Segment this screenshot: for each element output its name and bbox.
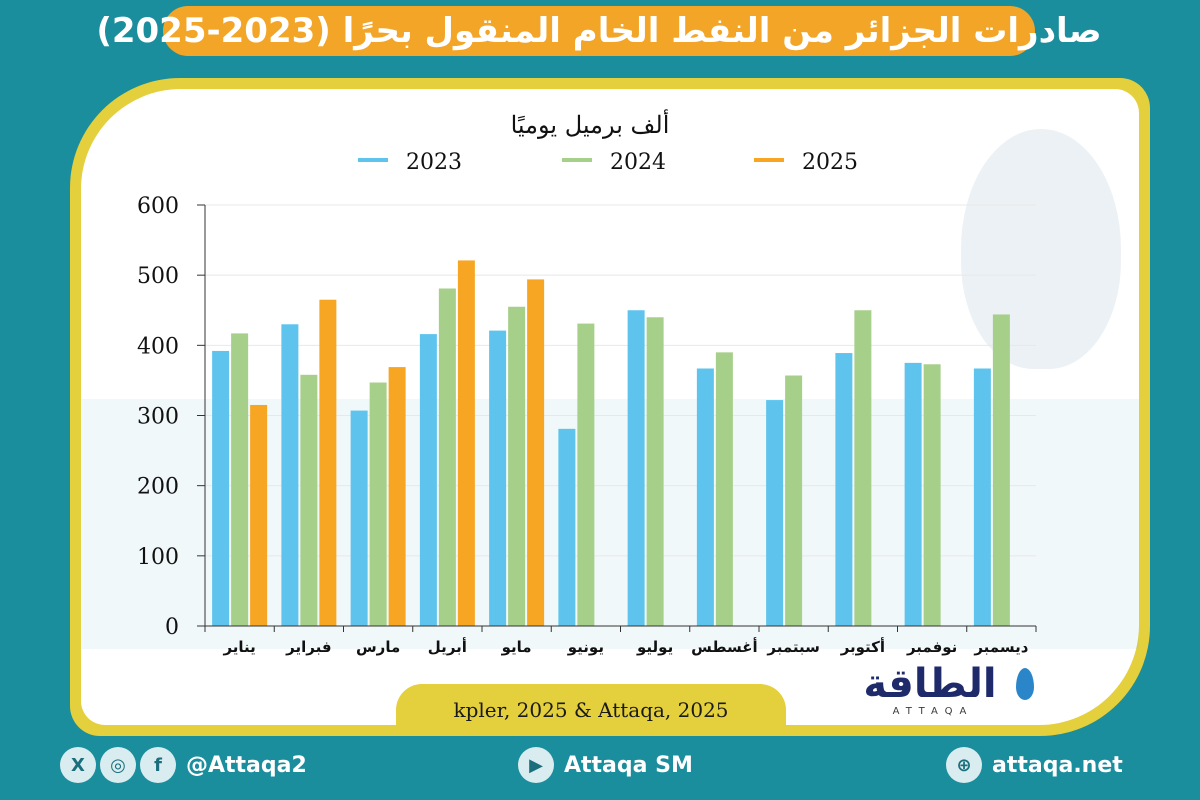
bar-2024-10 bbox=[923, 364, 941, 626]
x-tick-label: أبريل bbox=[428, 637, 467, 656]
bar-2024-4 bbox=[508, 306, 526, 626]
bar-2023-0 bbox=[212, 350, 230, 626]
social-links: X ◎ f @Attaqa2 bbox=[60, 742, 307, 788]
bar-2025-0 bbox=[250, 404, 268, 626]
bar-2024-0 bbox=[231, 333, 249, 626]
bar-2024-7 bbox=[715, 352, 733, 626]
bar-2024-8 bbox=[785, 375, 803, 626]
legend-label-2023: 2023 bbox=[406, 150, 462, 175]
x-tick-label: سبتمبر bbox=[766, 638, 820, 656]
bar-2025-4 bbox=[527, 279, 545, 626]
x-icon[interactable]: X bbox=[60, 747, 96, 783]
bar-2024-11 bbox=[992, 314, 1010, 626]
y-tick-label: 200 bbox=[137, 475, 179, 500]
bar-2024-9 bbox=[854, 310, 872, 626]
logo-wordmark: الطاقة bbox=[863, 661, 997, 707]
facebook-icon[interactable]: f bbox=[140, 747, 176, 783]
youtube-link[interactable]: ▶ Attaqa SM bbox=[518, 742, 693, 788]
bar-2025-1 bbox=[319, 299, 337, 626]
bar-2023-10 bbox=[904, 362, 922, 626]
x-tick-label: ديسمبر bbox=[973, 638, 1028, 656]
bar-2024-3 bbox=[438, 288, 456, 626]
x-tick-label: يناير bbox=[222, 638, 255, 656]
bar-2024-6 bbox=[646, 317, 664, 626]
x-tick-label: أكتوبر bbox=[840, 637, 885, 656]
y-tick-label: 100 bbox=[137, 545, 179, 570]
chart-bars bbox=[212, 260, 1010, 626]
logo-drop-icon bbox=[1016, 668, 1034, 700]
attaqa-logo: الطاقة ATTAQA bbox=[850, 662, 1040, 722]
y-tick-label: 300 bbox=[137, 405, 179, 430]
x-tick-label: يونيو bbox=[567, 638, 604, 656]
globe-icon: ⊕ bbox=[946, 747, 982, 783]
chart-card: 0 100 200 300 400 500 600 يناير فبراير مارس أبريل… bbox=[81, 89, 1139, 725]
y-tick-label: 400 bbox=[137, 334, 179, 359]
youtube-channel: Attaqa SM bbox=[564, 752, 693, 778]
bar-2023-6 bbox=[627, 310, 645, 626]
legend-label-2024: 2024 bbox=[610, 150, 666, 175]
x-tick-label: يوليو bbox=[636, 638, 673, 656]
bar-2023-7 bbox=[696, 368, 714, 626]
bar-2023-5 bbox=[558, 428, 576, 626]
legend-swatch-2023 bbox=[358, 158, 388, 162]
chart-axes bbox=[197, 204, 1037, 632]
x-tick-label: مايو bbox=[501, 638, 532, 656]
legend-label-2025: 2025 bbox=[802, 150, 858, 175]
watermark-drop-icon bbox=[961, 129, 1121, 369]
instagram-icon[interactable]: ◎ bbox=[100, 747, 136, 783]
chart-gridlines bbox=[205, 204, 1036, 557]
bar-2023-2 bbox=[350, 410, 368, 626]
bar-2025-3 bbox=[457, 260, 475, 626]
bar-2023-1 bbox=[281, 324, 299, 626]
bar-2024-1 bbox=[300, 374, 318, 626]
y-tick-labels: 0 100 200 300 400 500 600 bbox=[137, 194, 179, 640]
bar-chart: 0 100 200 300 400 500 600 يناير فبراير مارس أبريل… bbox=[137, 108, 1037, 656]
source-note: kpler, 2025 & Attaqa, 2025 bbox=[396, 684, 786, 736]
bar-2023-8 bbox=[766, 400, 784, 626]
bar-2023-11 bbox=[973, 368, 991, 626]
youtube-icon: ▶ bbox=[518, 747, 554, 783]
legend-swatch-2025 bbox=[754, 158, 784, 162]
legend-swatch-2024 bbox=[562, 158, 592, 162]
logo-subtitle: ATTAQA bbox=[892, 706, 974, 717]
bar-2024-2 bbox=[369, 382, 387, 626]
y-tick-label: 0 bbox=[165, 615, 179, 640]
bar-2023-4 bbox=[489, 330, 507, 626]
bar-2023-9 bbox=[835, 353, 853, 626]
x-tick-label: نوفمبر bbox=[906, 638, 957, 656]
y-tick-label: 500 bbox=[137, 264, 179, 289]
page-title: صادرات الجزائر من النفط الخام المنقول بح… bbox=[96, 6, 1102, 56]
y-axis-label: ألف برميل يوميًا bbox=[511, 108, 670, 139]
y-tick-label: 600 bbox=[137, 194, 179, 219]
x-tick-label: أغسطس bbox=[691, 637, 757, 656]
x-tick-labels: يناير فبراير مارس أبريل مايو يونيو يوليو أغسطس س… bbox=[222, 637, 1028, 656]
bar-2023-3 bbox=[419, 334, 437, 626]
website-url: attaqa.net bbox=[992, 752, 1123, 778]
x-tick-label: مارس bbox=[356, 638, 400, 656]
x-tick-label: فبراير bbox=[285, 638, 331, 656]
bar-2024-5 bbox=[577, 323, 595, 626]
website-link[interactable]: ⊕ attaqa.net bbox=[946, 742, 1123, 788]
chart-legend: 2023 2024 2025 bbox=[358, 150, 858, 175]
social-handle[interactable]: @Attaqa2 bbox=[186, 752, 307, 778]
footer: X ◎ f @Attaqa2 ▶ Attaqa SM ⊕ attaqa.net bbox=[0, 742, 1200, 792]
bar-2025-2 bbox=[388, 367, 406, 626]
